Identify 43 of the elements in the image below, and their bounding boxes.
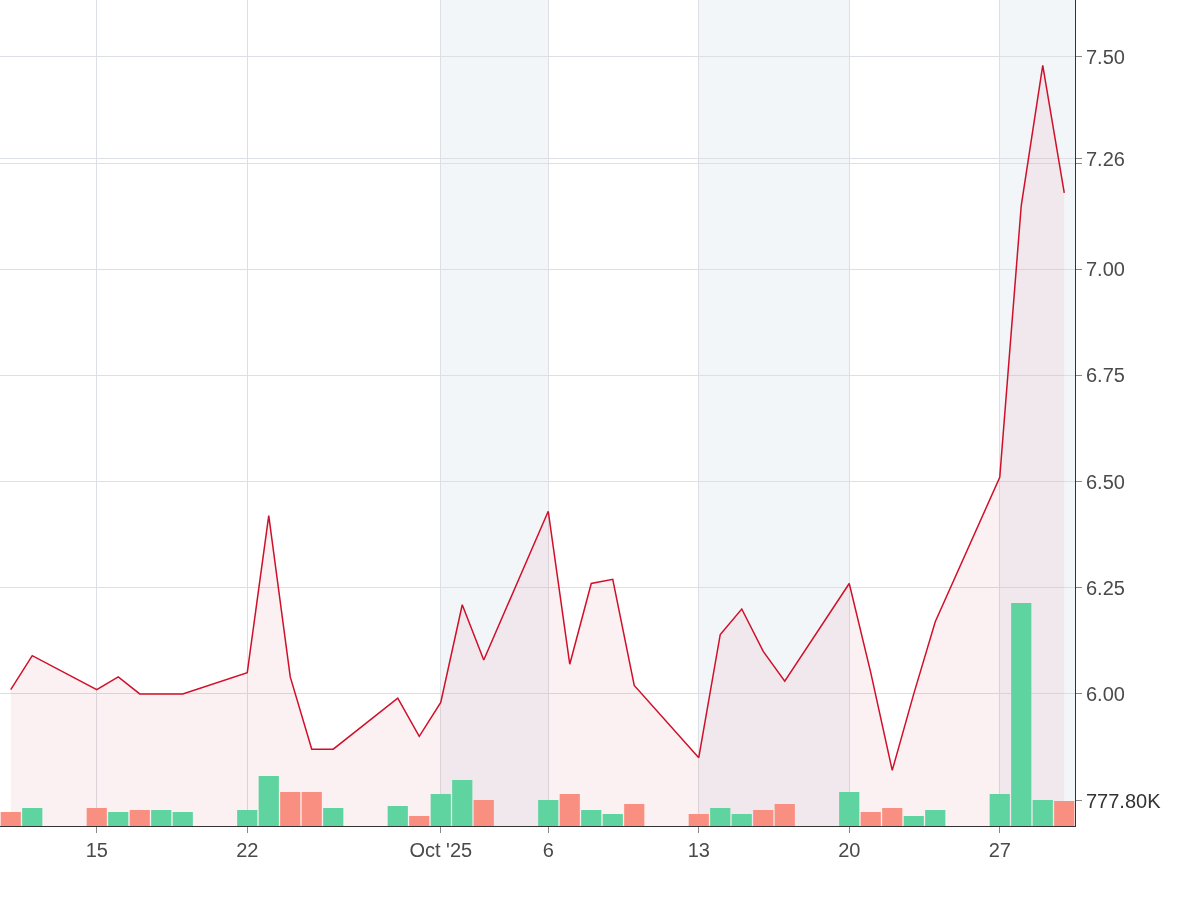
bar — [323, 807, 344, 826]
bar — [237, 809, 258, 826]
y-tick-label: 7.50 — [1086, 45, 1125, 68]
bar — [129, 809, 150, 826]
bar — [624, 804, 645, 826]
bar — [1054, 800, 1075, 826]
x-tick-label: Oct '25 — [409, 839, 473, 861]
bar — [581, 809, 602, 826]
bar — [108, 812, 129, 826]
bar — [839, 792, 860, 826]
bar — [387, 806, 408, 826]
bar — [172, 812, 193, 826]
y-tick-label: 7.26 — [1086, 147, 1125, 170]
bar — [731, 814, 752, 826]
y-tick-label: 6.75 — [1086, 364, 1125, 387]
x-tick-label: 22 — [236, 839, 259, 861]
bar — [602, 814, 623, 826]
bar — [538, 799, 559, 826]
bar — [301, 792, 322, 826]
x-tick-label: 20 — [838, 839, 861, 861]
bar — [280, 792, 301, 826]
bar — [710, 807, 731, 826]
y-tick-label: 6.00 — [1086, 682, 1125, 705]
bar — [473, 799, 494, 826]
bar — [22, 807, 43, 826]
x-tick-label: 15 — [85, 839, 108, 861]
bar — [0, 812, 21, 826]
bar — [753, 809, 774, 826]
y2-tick-label: 777.80K — [1086, 789, 1162, 812]
bar — [151, 809, 172, 826]
y-tick-label: 6.50 — [1086, 470, 1125, 493]
x-tick-label: 13 — [687, 839, 710, 861]
bar — [688, 814, 709, 826]
bar — [258, 776, 279, 826]
x-tick-label: 27 — [988, 839, 1011, 861]
bar — [86, 807, 107, 826]
x-tick-label: 6 — [542, 839, 554, 861]
bar — [774, 804, 795, 826]
y-tick-label: 6.25 — [1086, 576, 1125, 599]
bar — [409, 816, 430, 826]
bar — [559, 794, 580, 826]
y-tick-label: 7.00 — [1086, 258, 1125, 281]
bar — [1032, 799, 1053, 826]
